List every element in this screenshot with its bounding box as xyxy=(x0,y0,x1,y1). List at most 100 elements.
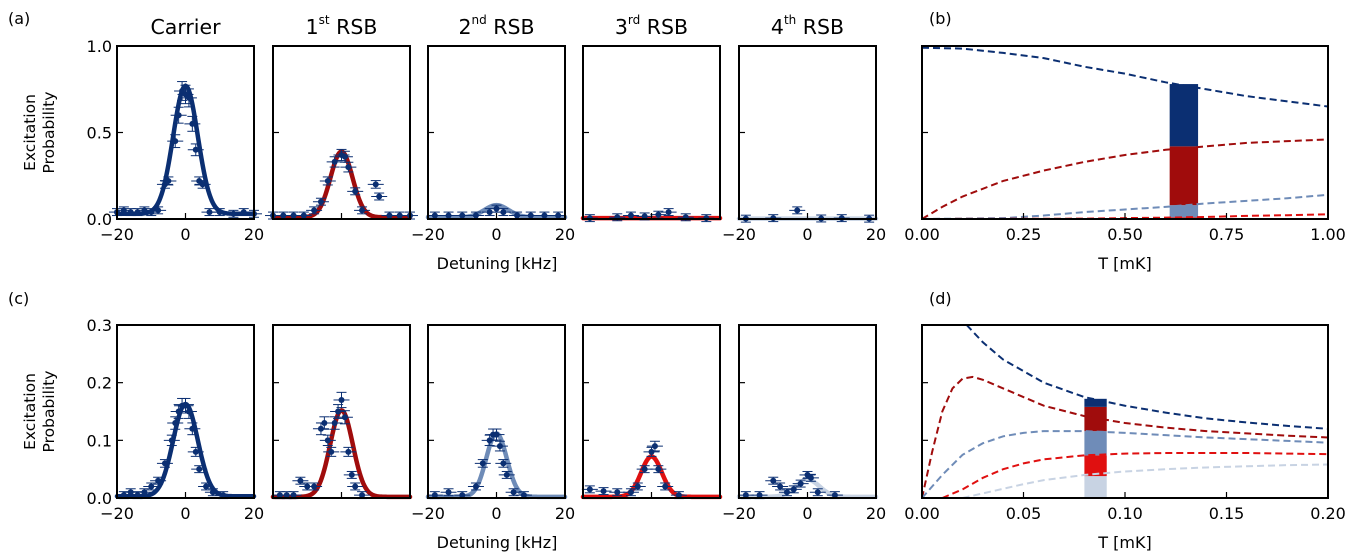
y-axis-label-line1: Excitation xyxy=(21,373,39,450)
data-point xyxy=(203,483,210,490)
fit-curve xyxy=(425,431,568,500)
data-point xyxy=(510,489,517,496)
data-point xyxy=(555,212,562,219)
data-point xyxy=(742,492,749,499)
data-point xyxy=(472,212,479,219)
data-point xyxy=(290,212,297,219)
data-point xyxy=(472,483,479,490)
data-point xyxy=(655,466,662,473)
data-point xyxy=(655,211,662,218)
theory-curve xyxy=(921,375,1329,499)
data-point xyxy=(662,483,669,490)
data-point xyxy=(341,153,348,160)
data-point xyxy=(459,492,466,499)
x-axis-label-detuning: Detuning [kHz] xyxy=(437,254,558,273)
theory-curve xyxy=(921,46,1329,108)
axes-frame xyxy=(582,324,721,499)
data-point xyxy=(486,209,493,216)
data-point xyxy=(386,212,393,219)
data-point xyxy=(141,489,148,496)
bar-segment xyxy=(1169,146,1199,206)
data-point xyxy=(790,486,797,493)
y-tick-label: 0.2 xyxy=(87,374,112,393)
data-point xyxy=(783,489,790,496)
data-point xyxy=(165,177,172,184)
data-point xyxy=(192,146,199,153)
data-point xyxy=(372,181,379,188)
data-point xyxy=(148,483,155,490)
data-point xyxy=(493,205,500,212)
x-tick-label: 0.50 xyxy=(1107,225,1143,244)
data-point xyxy=(297,477,304,484)
data-point xyxy=(189,120,196,127)
data-point xyxy=(777,483,784,490)
data-point xyxy=(797,480,804,487)
data-point xyxy=(527,212,534,219)
panel-r0-c1 xyxy=(265,148,418,220)
bar-segment xyxy=(1169,217,1199,219)
data-point xyxy=(230,210,237,217)
data-point xyxy=(185,408,192,415)
data-point xyxy=(134,492,141,499)
data-point xyxy=(831,492,838,499)
fit-curve xyxy=(270,149,413,220)
x-tick-label: 0.00 xyxy=(904,225,940,244)
panel-label-b: (b) xyxy=(929,9,952,28)
data-point xyxy=(172,138,179,145)
data-point xyxy=(280,212,287,219)
data-point xyxy=(634,483,641,490)
data-point xyxy=(290,492,297,499)
panel-r1-c3 xyxy=(580,440,723,500)
panel-r0-c0 xyxy=(109,81,262,218)
bar-segment xyxy=(1084,455,1107,477)
data-point xyxy=(216,209,223,216)
data-point xyxy=(648,448,655,455)
x-tick-label: 1.00 xyxy=(1310,225,1346,244)
data-point xyxy=(675,492,682,499)
fit-curve xyxy=(114,83,257,217)
y-tick-label: 0.3 xyxy=(87,316,112,335)
panel-r1-c1 xyxy=(270,391,413,500)
data-point xyxy=(182,402,189,409)
y-axis-label-line1: Excitation xyxy=(21,94,39,171)
data-point xyxy=(175,112,182,119)
data-point xyxy=(155,207,162,214)
x-tick-label: −20 xyxy=(722,504,756,523)
x-tick-label: 0 xyxy=(802,225,812,244)
x-axis-label-detuning: Detuning [kHz] xyxy=(437,533,558,552)
theory-curve xyxy=(921,138,1329,220)
column-title: 3rd RSB xyxy=(615,13,688,39)
theory-curve xyxy=(921,430,1329,499)
panel-label-c: (c) xyxy=(8,289,29,308)
y-axis-label: Excitation Probability xyxy=(21,92,58,174)
data-point xyxy=(641,466,648,473)
data-point xyxy=(127,489,134,496)
data-point xyxy=(220,492,227,499)
x-axis-label-temperature: T [mK] xyxy=(1097,533,1151,552)
panel-label-d: (d) xyxy=(929,289,952,308)
data-point xyxy=(324,437,331,444)
panel-r1-c4 xyxy=(736,470,879,500)
data-point xyxy=(317,198,324,205)
data-point xyxy=(641,213,648,220)
data-point xyxy=(541,212,548,219)
data-point xyxy=(600,488,607,495)
data-point xyxy=(431,492,438,499)
data-point xyxy=(651,443,658,450)
data-point xyxy=(345,448,352,455)
y-tick-label: 0.0 xyxy=(87,489,112,508)
y-axis-label-line2: Probability xyxy=(40,371,58,453)
y-tick-label: 0.0 xyxy=(87,210,112,229)
data-point xyxy=(352,188,359,195)
panel-r0-c2 xyxy=(425,202,568,220)
axes-frame xyxy=(921,324,1329,499)
data-point xyxy=(324,177,331,184)
data-point xyxy=(756,492,763,499)
data-point xyxy=(359,207,366,214)
data-point xyxy=(814,489,821,496)
data-point xyxy=(331,158,338,165)
theory-curve xyxy=(965,324,1329,430)
bar-segment xyxy=(1169,84,1199,147)
x-axis-label-temperature: T [mK] xyxy=(1097,254,1151,273)
x-tick-label: −20 xyxy=(411,504,445,523)
